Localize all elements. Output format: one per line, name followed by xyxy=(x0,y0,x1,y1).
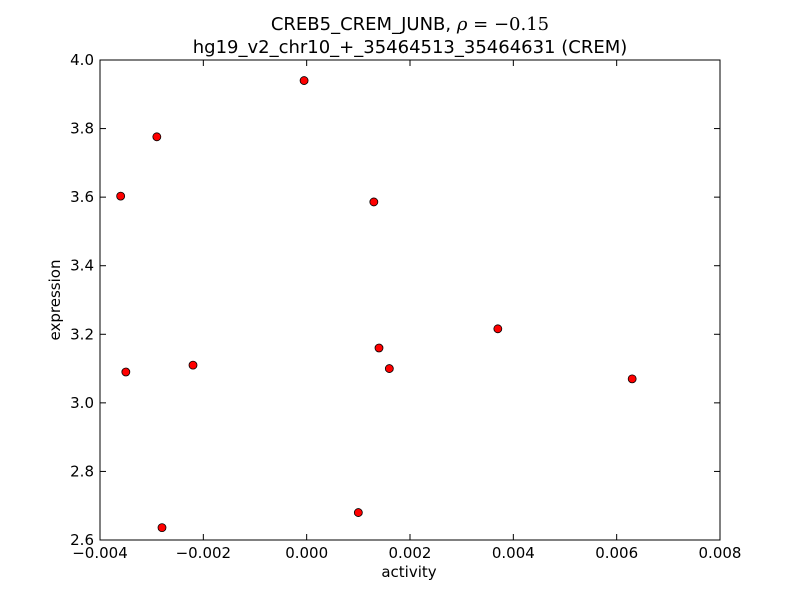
y-tick-label: 2.6 xyxy=(70,531,94,549)
y-tick-label: 2.8 xyxy=(70,462,94,480)
y-tick-label: 4.0 xyxy=(70,51,94,69)
y-tick-label: 3.0 xyxy=(70,394,94,412)
x-tick-label: −0.004 xyxy=(72,544,128,562)
x-tick-label: 0.000 xyxy=(285,544,328,562)
data-point xyxy=(152,132,162,142)
data-point xyxy=(627,374,637,384)
x-tick-label: 0.006 xyxy=(595,544,638,562)
data-point xyxy=(188,360,198,370)
y-tick-label: 3.6 xyxy=(70,188,94,206)
axes-frame xyxy=(99,59,721,541)
chart-title-rho-value: −0.15 xyxy=(494,14,549,35)
x-axis-label: activity xyxy=(381,563,436,581)
x-tick-label: −0.002 xyxy=(176,544,232,562)
data-point xyxy=(116,191,126,201)
data-point xyxy=(369,197,379,207)
chart-title-prefix: CREB5_CREM_JUNB, xyxy=(271,14,457,35)
y-axis-label: expression xyxy=(46,260,64,341)
data-point xyxy=(157,523,167,533)
y-tick-label: 3.8 xyxy=(70,120,94,138)
data-point xyxy=(353,508,363,517)
chart-title-equals: = xyxy=(467,14,494,35)
data-point xyxy=(299,76,309,85)
x-tick-label: 0.004 xyxy=(492,544,535,562)
plot-area: −0.004 −0.002 0.000 0.002 0.004 0.006 0.008 2.6… xyxy=(70,51,741,562)
data-point xyxy=(493,324,503,334)
data-point xyxy=(121,367,131,377)
chart-title-rho-symbol: ρ xyxy=(456,14,468,35)
chart-title-line1: CREB5_CREM_JUNB, ρ = −0.15 xyxy=(271,14,549,35)
data-point xyxy=(374,343,384,353)
x-tick-label: 0.002 xyxy=(389,544,432,562)
chart-title-line2: hg19_v2_chr10_+_35464513_35464631 (CREM) xyxy=(193,37,628,58)
y-tick-label: 3.4 xyxy=(70,257,94,275)
x-tick-label: 0.008 xyxy=(699,544,742,562)
data-point xyxy=(384,364,394,373)
y-tick-label: 3.2 xyxy=(70,325,94,343)
